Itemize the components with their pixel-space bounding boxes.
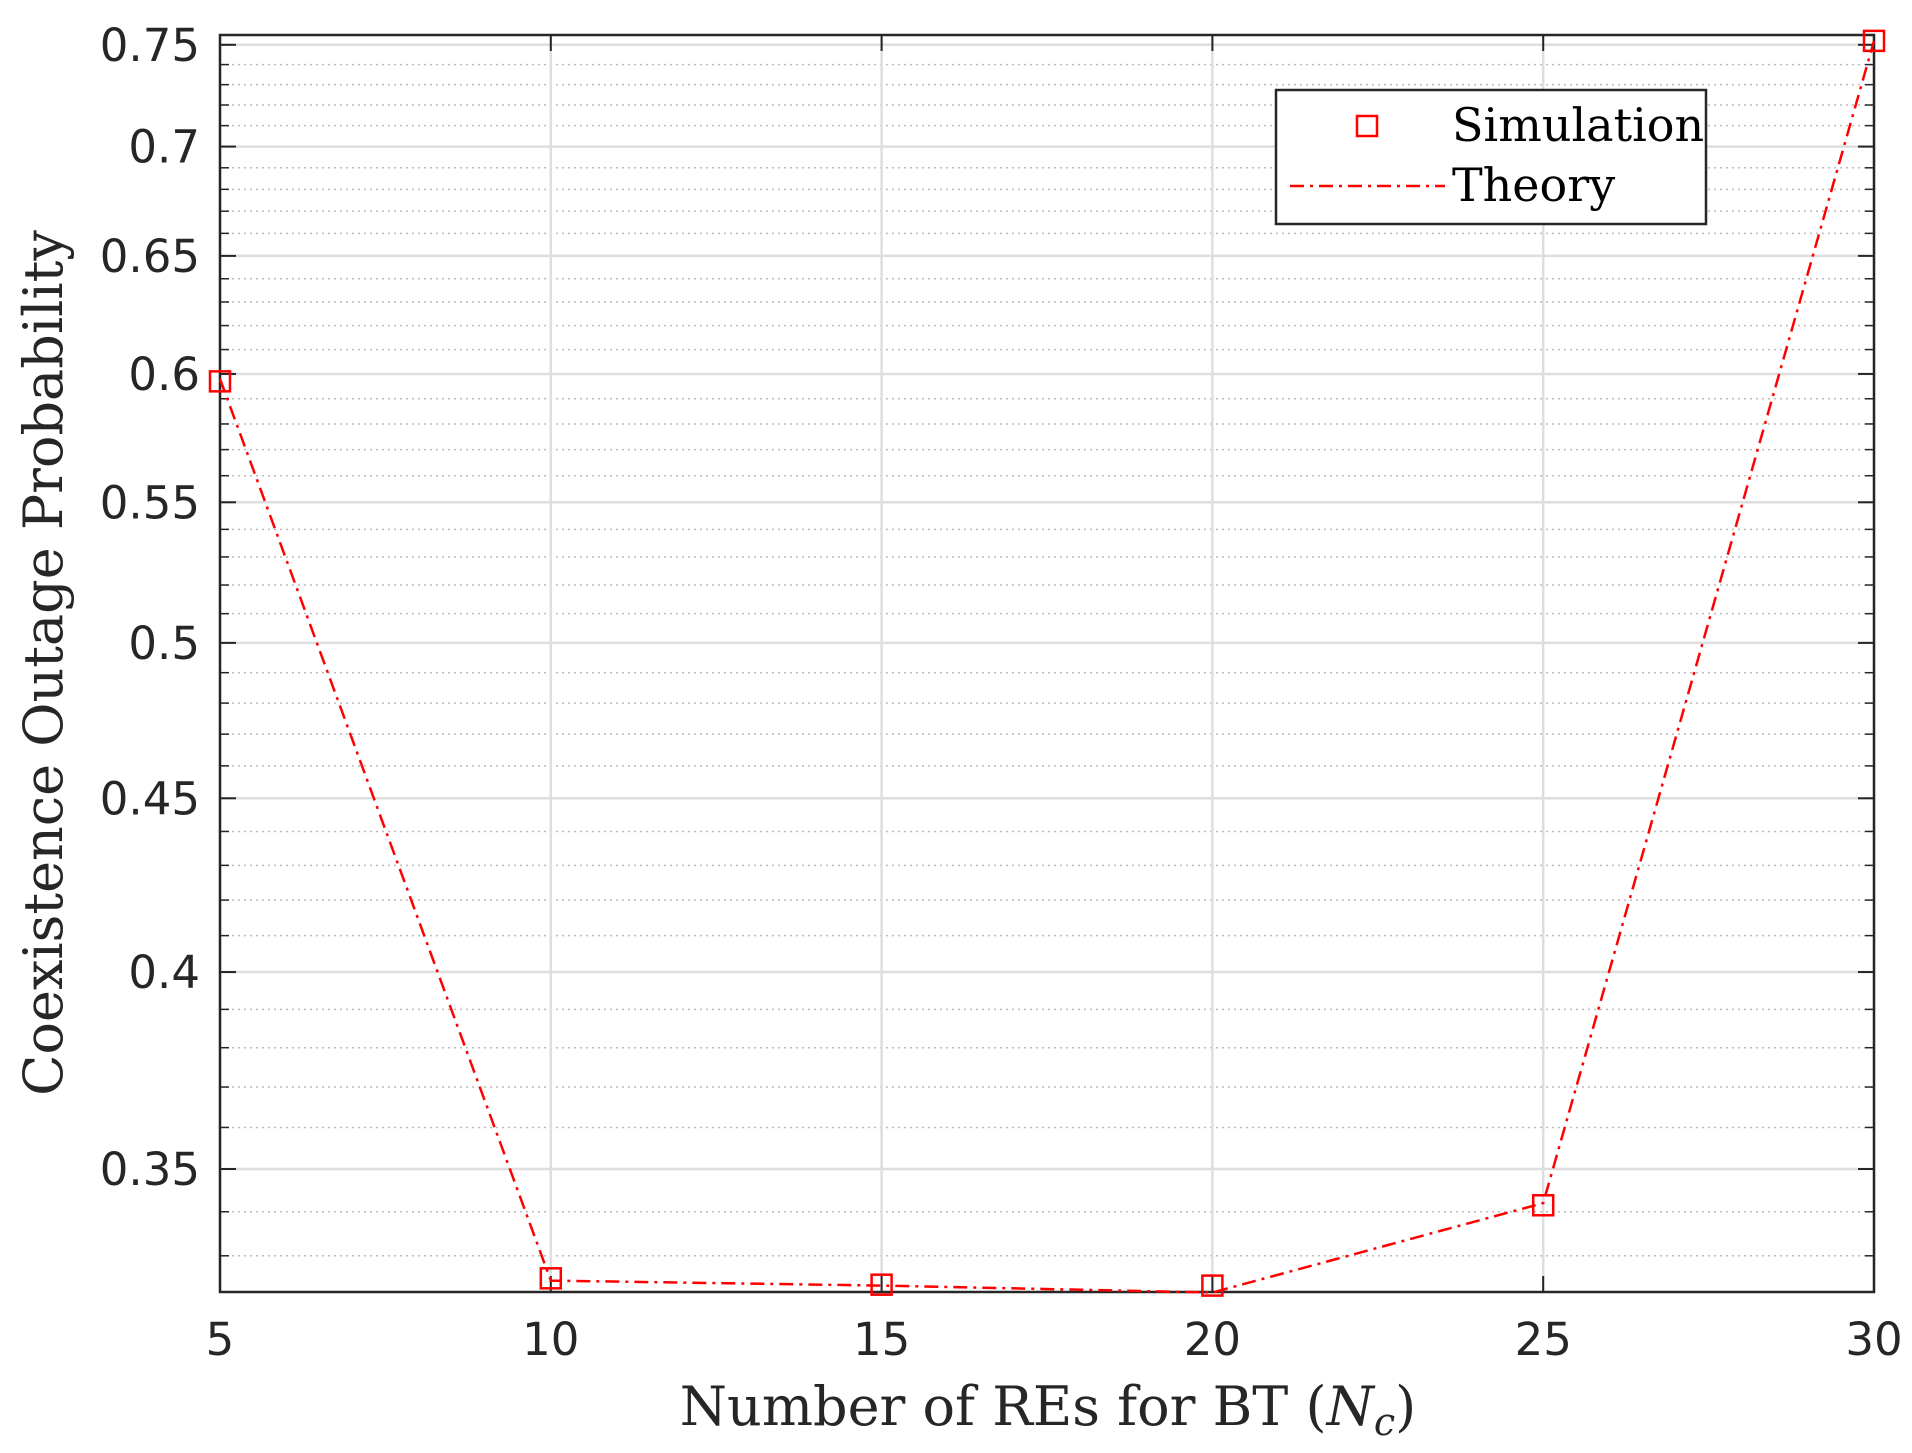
x-tick-label: 10 [522, 1313, 579, 1366]
legend-box [1274, 88, 1708, 226]
y-tick-label: 0.35 [100, 1143, 200, 1196]
legend-label-theory: Theory [1452, 158, 1615, 212]
series-layer [208, 29, 1886, 1297]
x-tick-label: 30 [1845, 1313, 1902, 1366]
simulation-marker [1862, 29, 1886, 53]
y-tick-label: 0.7 [128, 121, 200, 174]
y-tick-label: 0.65 [100, 230, 200, 283]
legend-label-simulation: Simulation [1452, 98, 1704, 152]
plot-frame [218, 33, 1876, 1294]
legend-marker-simulation [1355, 114, 1379, 138]
simulation-marker [539, 1267, 563, 1290]
y-tick-label: 0.55 [100, 476, 200, 529]
simulation-marker [1201, 1274, 1224, 1297]
y-tick-label: 0.45 [100, 772, 200, 825]
theory-line [218, 40, 1876, 1294]
x-axis-label: Number of REs for BT (Nc) [680, 1375, 1416, 1444]
simulation-marker [1531, 1194, 1555, 1217]
y-tick-label: 0.5 [128, 617, 200, 670]
x-tick-label: 5 [206, 1313, 235, 1366]
x-tick-label: 25 [1515, 1313, 1572, 1366]
simulation-marker [208, 370, 232, 393]
x-tick-labels: 5 10 15 20 25 30 [206, 1313, 1903, 1366]
plot-area [220, 35, 1874, 1292]
x-tick-label: 15 [853, 1313, 910, 1366]
x-tick-label: 20 [1184, 1313, 1241, 1366]
y-tick-label: 0.75 [100, 19, 200, 72]
legend: Simulation Theory [1274, 88, 1708, 226]
y-axis-label: Coexistence Outage Probability [12, 230, 75, 1096]
y-tick-labels: 0.35 0.4 0.45 0.5 0.55 0.6 0.65 0.7 0.75 [100, 19, 200, 1196]
y-tick-label: 0.4 [128, 946, 200, 999]
simulation-marker [870, 1273, 893, 1296]
y-tick-label: 0.6 [128, 348, 200, 401]
axis-ticks [219, 35, 1875, 1292]
